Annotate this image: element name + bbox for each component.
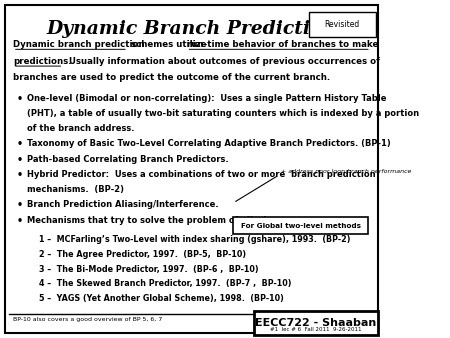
Text: predictions.: predictions.: [13, 57, 72, 66]
Text: Revisited: Revisited: [325, 20, 360, 29]
Text: branches are used to predict the outcome of the current branch.: branches are used to predict the outcome…: [13, 73, 330, 82]
Text: (PHT), a table of usually two-bit saturating counters which is indexed by a port: (PHT), a table of usually two-bit satura…: [27, 109, 419, 118]
Text: Taxonomy of Basic Two-Level Correlating Adaptive Branch Predictors. (BP-1): Taxonomy of Basic Two-Level Correlating …: [27, 139, 391, 148]
FancyBboxPatch shape: [254, 312, 378, 335]
Text: Dynamic Branch Prediction: Dynamic Branch Prediction: [46, 20, 337, 38]
Text: •: •: [17, 94, 22, 104]
Text: + address poor loop branch performance: + address poor loop branch performance: [281, 169, 411, 174]
Text: of the branch address.: of the branch address.: [27, 124, 135, 133]
Text: schemes utilize: schemes utilize: [128, 40, 209, 49]
Text: 4 –  The Skewed Branch Predictor, 1997.  (BP-7 ,  BP-10): 4 – The Skewed Branch Predictor, 1997. (…: [40, 279, 292, 288]
Text: One-level (Bimodal or non-correlating):  Uses a single Pattern History Table: One-level (Bimodal or non-correlating): …: [27, 94, 387, 103]
Text: For Global two-level methods: For Global two-level methods: [241, 223, 361, 228]
FancyBboxPatch shape: [5, 5, 378, 333]
Text: 5 –  YAGS (Yet Another Global Scheme), 1998.  (BP-10): 5 – YAGS (Yet Another Global Scheme), 19…: [40, 294, 284, 303]
FancyBboxPatch shape: [309, 13, 376, 37]
Text: mechanisms.  (BP-2): mechanisms. (BP-2): [27, 185, 124, 194]
Text: •: •: [17, 139, 22, 149]
Text: •: •: [17, 170, 22, 180]
Text: run-time behavior of branches to make: run-time behavior of branches to make: [186, 40, 378, 49]
Text: 2 –  The Agree Predictor, 1997.  (BP-5,  BP-10): 2 – The Agree Predictor, 1997. (BP-5, BP…: [40, 250, 247, 259]
Text: Dynamic branch prediction: Dynamic branch prediction: [13, 40, 144, 49]
Text: •: •: [17, 200, 22, 210]
Text: Usually information about outcomes of previous occurrences of: Usually information about outcomes of pr…: [63, 57, 380, 66]
Text: Branch Prediction Aliasing/Interference.: Branch Prediction Aliasing/Interference.: [27, 200, 219, 209]
Text: BP-10 also covers a good overview of BP 5, 6, 7: BP-10 also covers a good overview of BP …: [13, 317, 162, 322]
FancyBboxPatch shape: [233, 217, 368, 234]
Text: EECC722 - Shaaban: EECC722 - Shaaban: [255, 317, 376, 328]
Text: •: •: [17, 216, 22, 225]
Text: Path-based Correlating Branch Predictors.: Path-based Correlating Branch Predictors…: [27, 154, 229, 164]
Text: Hybrid Predictor:  Uses a combinations of two or more  branch prediction: Hybrid Predictor: Uses a combinations of…: [27, 170, 376, 179]
Text: 3 –  The Bi-Mode Predictor, 1997.  (BP-6 ,  BP-10): 3 – The Bi-Mode Predictor, 1997. (BP-6 ,…: [40, 265, 259, 273]
Text: 1 –  MCFarling’s Two-Level with index sharing (gshare), 1993.  (BP-2): 1 – MCFarling’s Two-Level with index sha…: [40, 235, 351, 244]
Text: Mechanisms that try to solve the problem of aliasing:: Mechanisms that try to solve the problem…: [27, 216, 282, 224]
Text: #1  lec # 6  Fall 2011  9-26-2011: #1 lec # 6 Fall 2011 9-26-2011: [270, 328, 361, 332]
Text: •: •: [17, 154, 22, 165]
